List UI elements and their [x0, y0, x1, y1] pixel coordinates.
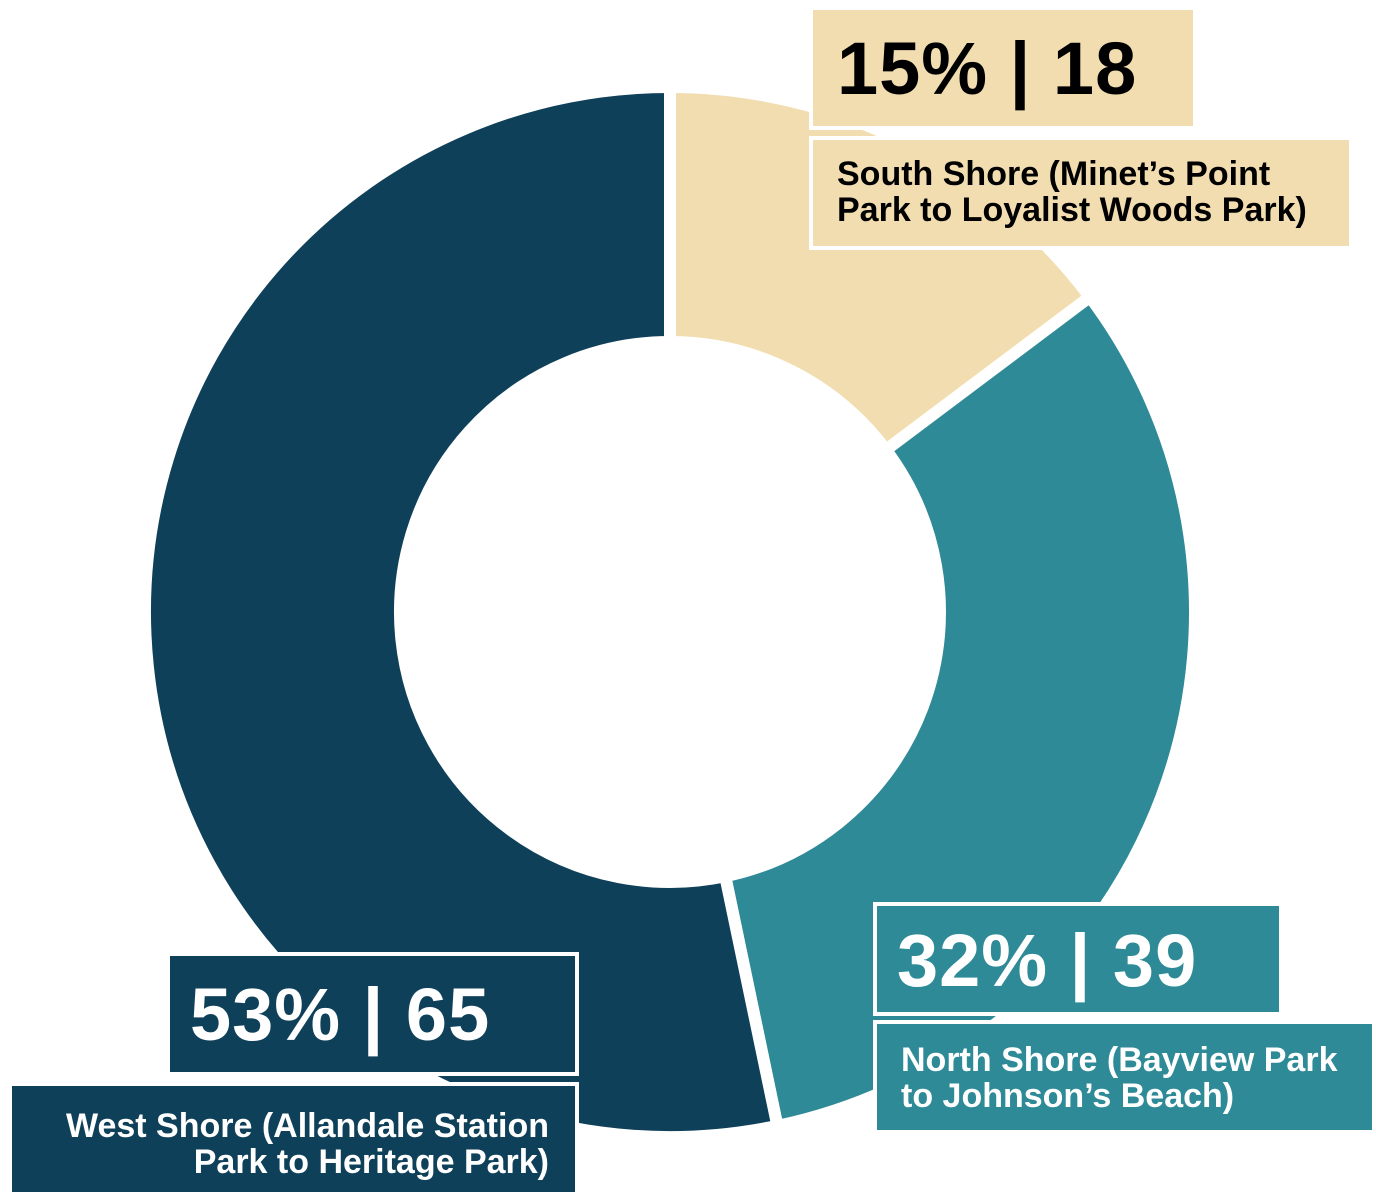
north-shore-category-label: North Shore (Bayview Park to Johnson’s B…: [873, 1020, 1376, 1134]
west-shore-category-label: West Shore (Allandale Station Park to He…: [8, 1082, 579, 1192]
south-shore-category-label: South Shore (Minet’s Point Park to Loyal…: [809, 136, 1353, 250]
south-shore-slice: [664, 80, 1099, 459]
south-shore-value-label: 15% | 18: [809, 6, 1197, 130]
west-shore-value-label: 53% | 65: [166, 952, 579, 1076]
north-shore-value-label: 32% | 39: [873, 902, 1283, 1016]
